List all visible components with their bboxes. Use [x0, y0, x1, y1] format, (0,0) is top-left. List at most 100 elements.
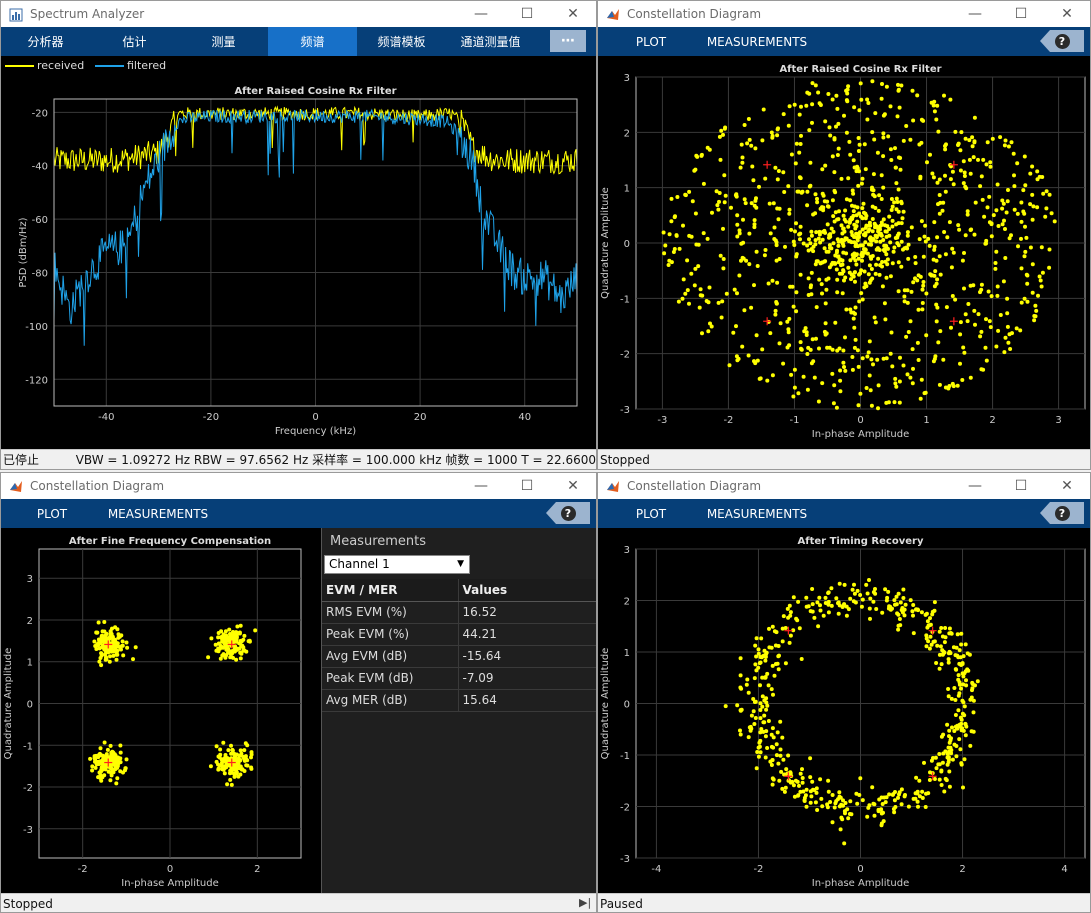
symbol-point — [253, 628, 258, 633]
symbol-point — [226, 637, 231, 642]
y-tick-label: -3 — [23, 825, 33, 836]
tab-channel-measurements[interactable]: 通道测量值 — [460, 35, 521, 49]
symbol-point — [759, 727, 764, 731]
symbol-point — [836, 239, 841, 244]
symbol-point — [881, 131, 886, 136]
symbol-point — [1032, 314, 1037, 318]
symbol-point — [833, 253, 838, 258]
tab-measurement[interactable]: 测量 — [211, 35, 236, 49]
symbol-point — [748, 728, 753, 733]
symbol-point — [786, 753, 791, 758]
maximize-icon[interactable]: ☐ — [520, 6, 534, 22]
symbol-point — [781, 112, 786, 117]
tab-spectrum[interactable]: 频谱 — [268, 27, 357, 56]
symbol-point — [749, 713, 754, 718]
symbol-point — [834, 596, 839, 601]
minimize-icon[interactable]: — — [968, 6, 982, 22]
symbol-point — [872, 194, 877, 199]
symbol-point — [1005, 311, 1010, 316]
symbol-point — [661, 230, 666, 235]
maximize-icon[interactable]: ☐ — [520, 478, 534, 494]
symbol-point — [124, 640, 129, 645]
close-icon[interactable]: ✕ — [1061, 478, 1073, 494]
symbol-point — [719, 315, 724, 320]
symbol-point — [723, 704, 728, 709]
tab-plot[interactable]: PLOT — [36, 506, 68, 521]
tab-spectral-mask[interactable]: 频谱模板 — [377, 35, 426, 49]
tab-analyzer[interactable]: 分析器 — [27, 35, 64, 49]
tab-measurements[interactable]: MEASUREMENTS — [706, 34, 808, 49]
help-button[interactable]: ? — [1040, 502, 1084, 524]
minimize-icon[interactable]: — — [968, 478, 982, 494]
symbol-point — [924, 636, 929, 641]
close-icon[interactable]: ✕ — [567, 478, 579, 494]
close-icon[interactable]: ✕ — [567, 6, 579, 22]
tab-measurements[interactable]: MEASUREMENTS — [107, 506, 209, 521]
symbol-point — [899, 802, 904, 807]
y-tick-label: -2 — [620, 803, 630, 814]
symbol-point — [674, 233, 679, 238]
minimize-icon[interactable]: — — [474, 478, 488, 494]
symbol-point — [774, 742, 779, 747]
symbol-point — [878, 239, 883, 244]
symbol-point — [913, 255, 918, 259]
symbol-point — [99, 633, 104, 638]
symbol-point — [859, 181, 864, 186]
symbol-point — [880, 610, 885, 615]
more-options-icon[interactable]: ⋯ — [550, 30, 586, 52]
symbol-point — [972, 140, 977, 145]
symbol-point — [880, 802, 885, 806]
symbol-point — [777, 341, 782, 346]
symbol-point — [927, 646, 932, 651]
symbol-point — [966, 302, 971, 306]
symbol-point — [749, 305, 754, 310]
minimize-icon[interactable]: — — [474, 6, 488, 22]
tab-measurements[interactable]: MEASUREMENTS — [706, 506, 808, 521]
close-icon[interactable]: ✕ — [1061, 6, 1073, 22]
symbol-point — [793, 161, 798, 166]
symbol-point — [963, 233, 968, 238]
symbol-point — [772, 225, 777, 230]
symbol-point — [239, 644, 244, 649]
symbol-point — [672, 247, 677, 251]
symbol-point — [765, 378, 770, 383]
tab-estimation[interactable]: 估计 — [122, 35, 147, 49]
symbol-point — [835, 153, 840, 157]
symbol-point — [825, 199, 830, 204]
help-button[interactable]: ? — [1040, 30, 1084, 52]
window-title: Constellation Diagram — [30, 479, 165, 493]
symbol-point — [209, 636, 214, 641]
symbol-point — [915, 791, 920, 796]
symbol-point — [687, 189, 692, 194]
y-tick-label: -20 — [32, 108, 48, 119]
symbol-point — [860, 243, 865, 248]
channel-select[interactable]: Channel 1 ▼ — [324, 555, 470, 574]
symbol-point — [842, 113, 846, 118]
maximize-icon[interactable]: ☐ — [1014, 6, 1028, 22]
help-button[interactable]: ? — [546, 502, 590, 524]
symbol-point — [1030, 290, 1035, 295]
symbol-point — [735, 358, 740, 363]
symbol-point — [756, 651, 761, 656]
symbol-point — [884, 598, 889, 603]
symbol-point — [937, 762, 942, 767]
symbol-point — [805, 203, 810, 208]
symbol-point — [825, 805, 830, 810]
symbol-point — [849, 215, 854, 220]
symbol-point — [769, 763, 774, 767]
symbol-point — [799, 657, 804, 661]
maximize-icon[interactable]: ☐ — [1014, 478, 1028, 494]
symbol-point — [884, 275, 889, 280]
symbol-point — [972, 115, 977, 120]
symbol-point — [734, 324, 738, 329]
symbol-point — [918, 176, 923, 181]
symbol-point — [109, 645, 114, 650]
tab-plot[interactable]: PLOT — [635, 506, 667, 521]
tab-plot[interactable]: PLOT — [635, 34, 667, 49]
panel-toggle-icon[interactable]: ▶| — [579, 896, 592, 909]
symbol-point — [898, 600, 903, 605]
